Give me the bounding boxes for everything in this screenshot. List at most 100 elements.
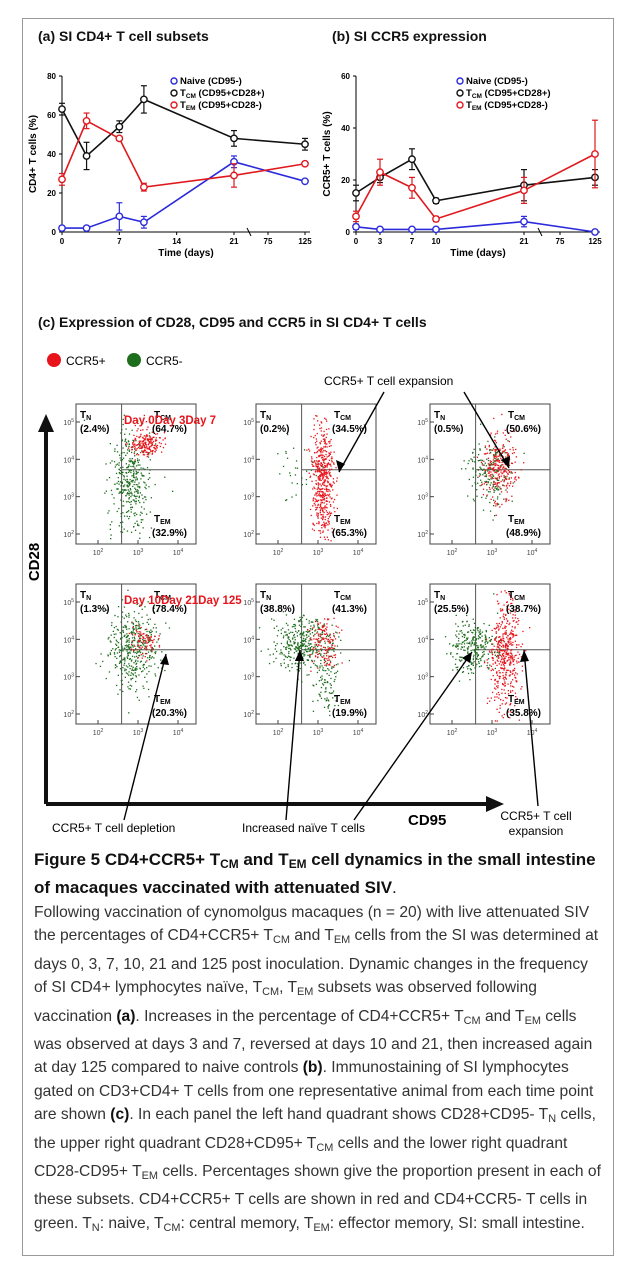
- event-dot: [133, 452, 135, 455]
- event-dot: [324, 633, 326, 635]
- event-dot: [131, 633, 133, 635]
- event-dot: [317, 460, 319, 462]
- event-dot: [493, 491, 495, 493]
- event-dot: [330, 465, 332, 467]
- event-dot: [476, 654, 478, 656]
- event-dot: [475, 631, 477, 633]
- event-dot: [151, 443, 153, 446]
- event-dot: [126, 650, 128, 652]
- event-dot: [335, 467, 337, 469]
- event-dot: [316, 650, 318, 652]
- event-dot: [138, 627, 140, 630]
- event-dot: [127, 486, 129, 488]
- event-dot: [134, 424, 136, 427]
- event-dot: [317, 622, 319, 625]
- event-dot: [492, 448, 495, 450]
- event-dot: [138, 650, 141, 652]
- data-point: [301, 159, 309, 168]
- event-dot: [329, 660, 332, 662]
- arrow-expansion-2: [463, 391, 510, 469]
- event-dot: [489, 501, 491, 504]
- event-dot: [325, 418, 327, 420]
- event-dot: [286, 642, 288, 644]
- event-dot: [496, 626, 498, 628]
- data-point: [82, 152, 91, 160]
- event-dot: [138, 641, 141, 643]
- event-dot: [136, 666, 138, 668]
- event-dot: [285, 656, 287, 658]
- event-dot: [478, 633, 481, 635]
- event-dot: [493, 457, 495, 459]
- event-dot: [328, 513, 330, 515]
- event-dot: [490, 498, 492, 500]
- event-dot: [508, 592, 510, 595]
- event-dot: [513, 430, 516, 433]
- event-dot: [321, 626, 323, 629]
- event-dot: [115, 664, 117, 667]
- event-dot: [495, 442, 497, 444]
- arrowhead-naive-1: [295, 650, 304, 661]
- event-dot: [316, 500, 318, 502]
- event-dot: [501, 451, 503, 454]
- event-dot: [142, 644, 145, 646]
- event-dot: [317, 517, 319, 519]
- event-dot: [331, 624, 333, 626]
- event-dot: [115, 648, 117, 650]
- event-dot: [494, 628, 497, 630]
- event-dot: [297, 652, 299, 654]
- event-dot: [324, 516, 327, 518]
- event-dot: [133, 644, 135, 646]
- event-dot: [127, 481, 129, 484]
- event-dot: [315, 638, 317, 640]
- event-dot: [511, 472, 513, 474]
- event-dot: [318, 460, 320, 462]
- event-dot: [289, 647, 291, 650]
- event-dot: [313, 497, 315, 499]
- data-point: [352, 212, 360, 221]
- event-dot: [130, 679, 132, 681]
- event-dot: [134, 634, 136, 636]
- event-dot: [119, 660, 122, 662]
- event-dot: [108, 671, 111, 673]
- event-dot: [319, 536, 322, 538]
- event-dot: [325, 636, 328, 638]
- event-dot: [497, 656, 499, 658]
- event-dot: [281, 653, 283, 655]
- event-dot: [123, 489, 125, 491]
- event-dot: [505, 489, 507, 491]
- event-dot: [333, 636, 335, 638]
- event-dot: [128, 612, 130, 615]
- event-dot: [494, 654, 496, 656]
- event-dot: [110, 634, 112, 636]
- data-point: [352, 189, 360, 197]
- event-dot: [286, 656, 288, 659]
- event-dot: [333, 482, 335, 484]
- event-dot: [115, 633, 117, 635]
- event-dot: [498, 652, 500, 654]
- caption-text: cells was observed at days 3 and 7, reve…: [34, 1007, 593, 1077]
- event-dot: [473, 643, 475, 646]
- event-dot: [324, 450, 326, 452]
- event-dot: [143, 668, 146, 670]
- event-dot: [117, 642, 120, 644]
- event-dot: [123, 662, 126, 664]
- event-dot: [130, 491, 132, 493]
- event-dot: [326, 475, 328, 477]
- arrowhead-expansion-2: [501, 456, 510, 468]
- event-dot: [505, 655, 507, 658]
- event-dot: [505, 642, 507, 645]
- event-dot: [504, 657, 506, 659]
- event-dot: [127, 666, 129, 668]
- event-dot: [520, 646, 522, 648]
- event-dot: [498, 663, 500, 665]
- event-dot: [153, 444, 155, 447]
- event-dot: [142, 670, 144, 672]
- event-dot: [504, 429, 506, 431]
- event-dot: [135, 649, 137, 651]
- event-dot: [518, 719, 520, 721]
- event-dot: [301, 477, 303, 479]
- event-dot: [158, 437, 161, 439]
- event-dot: [317, 500, 319, 502]
- event-dot: [490, 468, 492, 470]
- event-dot: [497, 624, 499, 626]
